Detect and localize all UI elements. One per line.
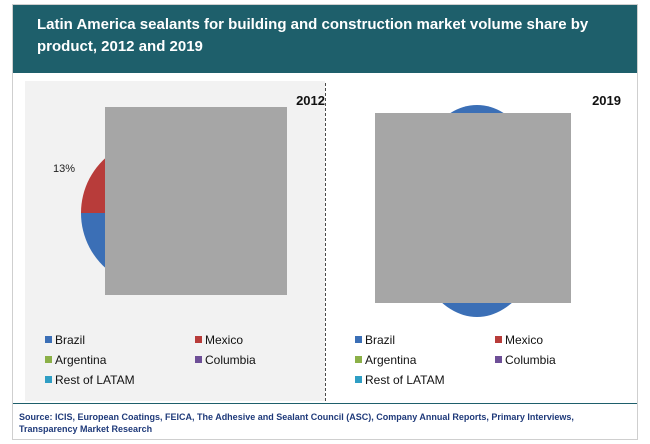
legend-item-columbia: Columbia — [195, 353, 256, 367]
swatch-mexico — [495, 336, 502, 344]
legend-item-columbia: Columbia — [495, 353, 556, 367]
chart-frame: Latin America sealants for building and … — [12, 4, 638, 440]
swatch-columbia — [495, 356, 502, 364]
swatch-argentina — [355, 356, 362, 364]
legend-item-rest-of-latam: Rest of LATAM — [45, 373, 135, 387]
data-label-mexico-2012: 13% — [53, 163, 76, 175]
legend-2019: Brazil Mexico Argentina Columbia Rest of… — [355, 333, 645, 393]
panel-2012: 2012 13% Brazil Mexico Argentina Columbi… — [25, 81, 325, 401]
legend-2012: Brazil Mexico Argentina Columbia Rest of… — [45, 333, 335, 393]
legend-item-brazil: Brazil — [45, 333, 85, 347]
swatch-columbia — [195, 356, 202, 364]
year-label-2012: 2012 — [296, 93, 325, 108]
swatch-brazil — [45, 336, 52, 344]
chart-header: Latin America sealants for building and … — [13, 5, 637, 73]
legend-item-argentina: Argentina — [45, 353, 106, 367]
swatch-argentina — [45, 356, 52, 364]
chart-footer: Source: ICIS, European Coatings, FEICA, … — [13, 403, 637, 439]
legend-item-brazil: Brazil — [355, 333, 395, 347]
swatch-rest-of-latam — [355, 376, 362, 384]
legend-item-mexico: Mexico — [495, 333, 543, 347]
panel-divider — [325, 83, 326, 401]
chart-title: Latin America sealants for building and … — [37, 16, 589, 55]
year-label-2019: 2019 — [592, 93, 621, 108]
legend-item-mexico: Mexico — [195, 333, 243, 347]
legend-item-rest-of-latam: Rest of LATAM — [355, 373, 445, 387]
panel-2019: 2019 Brazil Mexico Argentina Columbia Re… — [333, 81, 637, 401]
image-placeholder-2019 — [375, 113, 571, 303]
image-placeholder-2012 — [105, 107, 287, 295]
swatch-rest-of-latam — [45, 376, 52, 384]
source-note: Source: ICIS, European Coatings, FEICA, … — [19, 412, 574, 434]
swatch-mexico — [195, 336, 202, 344]
swatch-brazil — [355, 336, 362, 344]
legend-item-argentina: Argentina — [355, 353, 416, 367]
